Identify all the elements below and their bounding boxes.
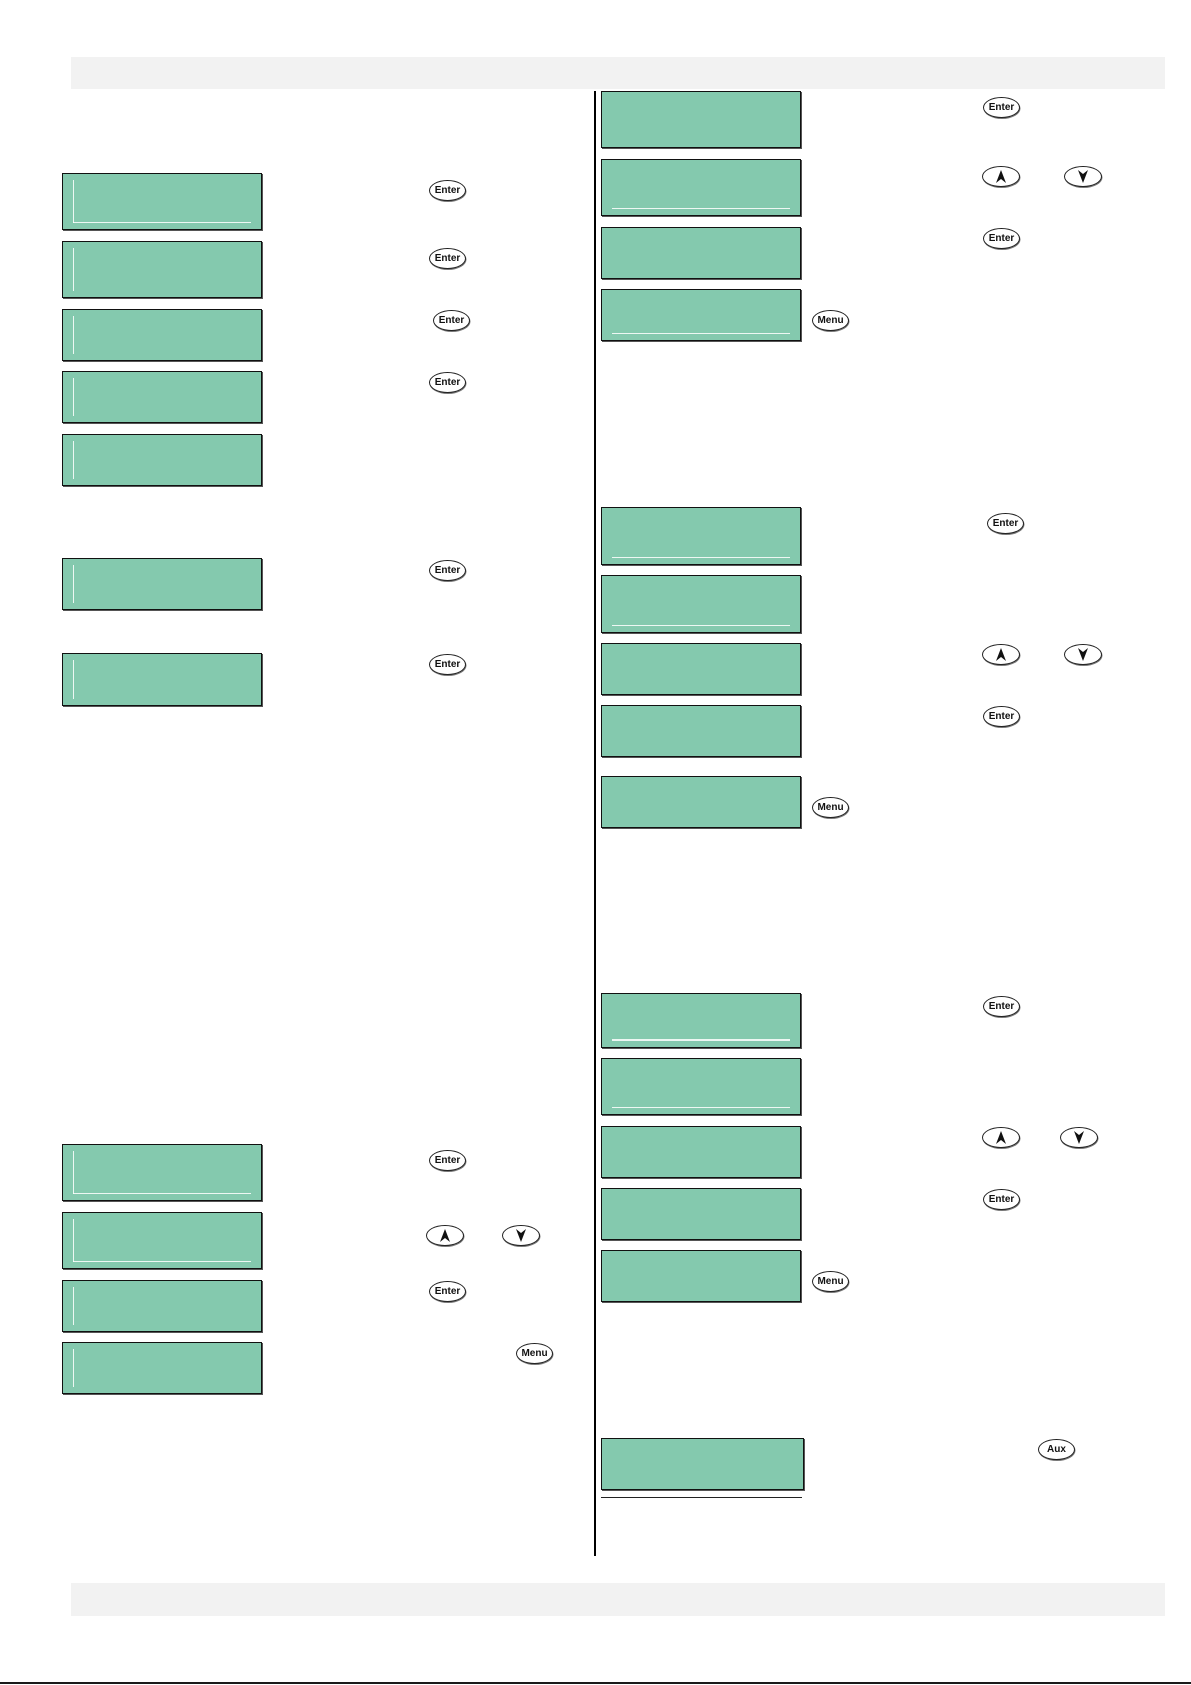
down-arrow-icon: [1074, 1131, 1084, 1144]
enter-key[interactable]: Enter: [983, 228, 1020, 249]
lcd-display: [601, 507, 801, 565]
enter-key[interactable]: Enter: [429, 1281, 466, 1302]
lcd-display: [601, 91, 801, 148]
up-arrow-icon: [996, 648, 1006, 661]
column-divider: [594, 91, 596, 1556]
menu-key[interactable]: Menu: [812, 310, 849, 331]
lcd-display: [601, 1126, 801, 1178]
enter-key[interactable]: Enter: [983, 1189, 1020, 1210]
lcd-display: [601, 289, 801, 341]
enter-key[interactable]: Enter: [429, 654, 466, 675]
lcd-display: [601, 643, 801, 695]
enter-key[interactable]: Enter: [433, 310, 470, 331]
lcd-display: [601, 993, 801, 1048]
up-arrow-icon: [440, 1229, 450, 1242]
lcd-display: [601, 1058, 801, 1115]
lcd-display: [601, 227, 801, 279]
lcd-display: [601, 575, 801, 633]
enter-key[interactable]: Enter: [429, 372, 466, 393]
lcd-display: [62, 558, 262, 610]
lcd-display: [62, 1342, 262, 1394]
lcd-display: [62, 309, 262, 361]
divider-rule: [601, 1497, 802, 1498]
enter-key[interactable]: Enter: [429, 248, 466, 269]
lcd-display: [62, 1280, 262, 1332]
up-arrow-icon: [996, 1131, 1006, 1144]
page-bottom-rule: [0, 1682, 1191, 1684]
lcd-display: [62, 1212, 262, 1269]
enter-key[interactable]: Enter: [429, 560, 466, 581]
lcd-display: [62, 241, 262, 298]
header-band: [71, 57, 1165, 89]
lcd-display: [601, 776, 801, 828]
down-arrow-key[interactable]: [1064, 166, 1102, 187]
enter-key[interactable]: Enter: [983, 996, 1020, 1017]
enter-key[interactable]: Enter: [429, 180, 466, 201]
lcd-display: [601, 1250, 801, 1302]
up-arrow-icon: [996, 170, 1006, 183]
aux-key[interactable]: Aux: [1038, 1439, 1075, 1460]
menu-key[interactable]: Menu: [812, 797, 849, 818]
menu-key[interactable]: Menu: [516, 1343, 553, 1364]
down-arrow-icon: [516, 1229, 526, 1242]
lcd-display: [62, 1144, 262, 1201]
up-arrow-key[interactable]: [426, 1225, 464, 1246]
lcd-display: [601, 1438, 804, 1490]
lcd-display: [62, 371, 262, 423]
lcd-display: [601, 705, 801, 757]
lcd-display: [62, 434, 262, 486]
lcd-display: [62, 653, 262, 706]
footer-band: [71, 1583, 1165, 1616]
enter-key[interactable]: Enter: [983, 97, 1020, 118]
down-arrow-key[interactable]: [502, 1225, 540, 1246]
down-arrow-key[interactable]: [1064, 644, 1102, 665]
lcd-display: [62, 173, 262, 230]
enter-key[interactable]: Enter: [987, 513, 1024, 534]
down-arrow-key[interactable]: [1060, 1127, 1098, 1148]
down-arrow-icon: [1078, 170, 1088, 183]
up-arrow-key[interactable]: [982, 166, 1020, 187]
lcd-display: [601, 159, 801, 216]
up-arrow-key[interactable]: [982, 644, 1020, 665]
enter-key[interactable]: Enter: [983, 706, 1020, 727]
down-arrow-icon: [1078, 648, 1088, 661]
up-arrow-key[interactable]: [982, 1127, 1020, 1148]
enter-key[interactable]: Enter: [429, 1150, 466, 1171]
lcd-display: [601, 1188, 801, 1240]
menu-key[interactable]: Menu: [812, 1271, 849, 1292]
